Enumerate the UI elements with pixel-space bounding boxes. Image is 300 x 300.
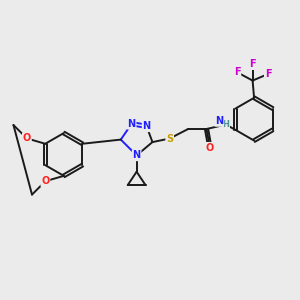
- Text: O: O: [23, 134, 31, 143]
- Text: H: H: [222, 120, 229, 129]
- Text: N: N: [133, 150, 141, 161]
- Text: N: N: [142, 121, 151, 131]
- Text: F: F: [234, 67, 241, 77]
- Text: N: N: [128, 119, 136, 129]
- Text: F: F: [249, 59, 256, 69]
- Text: O: O: [206, 143, 214, 153]
- Text: S: S: [166, 134, 173, 143]
- Text: F: F: [265, 69, 272, 79]
- Text: O: O: [41, 176, 50, 186]
- Text: N: N: [215, 116, 224, 126]
